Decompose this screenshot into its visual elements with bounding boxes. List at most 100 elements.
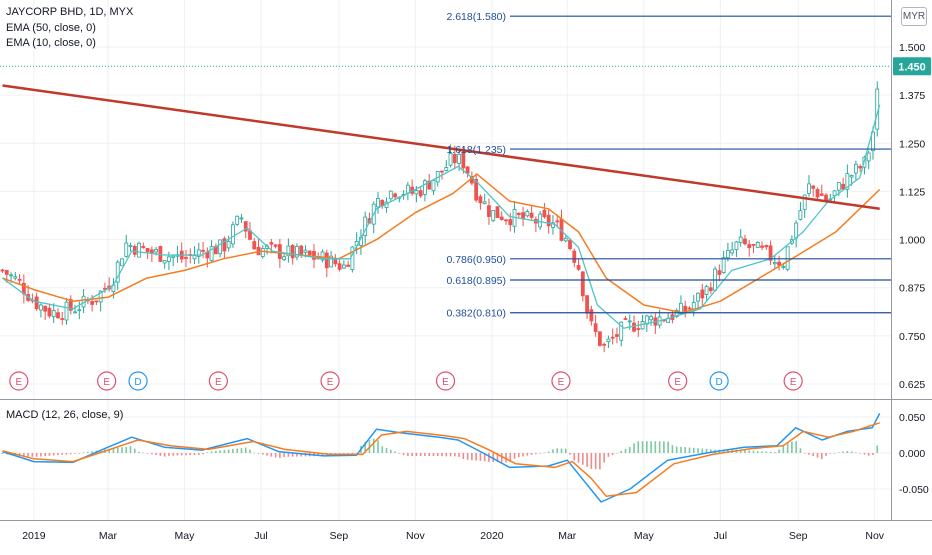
macd-histogram-bar xyxy=(539,453,541,454)
candle-body xyxy=(597,331,602,346)
event-letter: E xyxy=(327,377,334,388)
candle-body xyxy=(602,343,607,346)
candle-body xyxy=(17,278,22,281)
macd-histogram-bar xyxy=(112,448,115,453)
candle-body xyxy=(760,245,764,248)
candle-body xyxy=(141,246,146,249)
price-tick-label: 0.750 xyxy=(899,331,925,343)
macd-histogram-bar xyxy=(842,451,844,453)
macd-histogram-bar xyxy=(599,453,601,470)
macd-histogram-bar xyxy=(364,441,367,453)
candle-body xyxy=(580,271,585,297)
candle-body xyxy=(704,286,709,295)
candle-body xyxy=(282,256,287,261)
macd-histogram-bar xyxy=(432,453,435,456)
macd-histogram-bar xyxy=(560,448,563,453)
time-tick-label: Nov xyxy=(406,530,425,542)
candle-body xyxy=(68,299,73,311)
price-tick-label: 0.875 xyxy=(899,283,925,295)
macd-histogram-bar xyxy=(236,448,238,453)
candle-body xyxy=(337,263,342,270)
candle-body xyxy=(743,238,747,245)
candle-body xyxy=(77,309,82,312)
trendline xyxy=(2,84,880,211)
earnings-marker: E xyxy=(668,371,688,391)
macd-histogram-bar xyxy=(607,453,610,457)
candle-body xyxy=(768,245,773,261)
price-tick-label: 0.625 xyxy=(899,379,925,391)
candle-body xyxy=(162,260,167,264)
candle-body xyxy=(508,219,513,226)
candle-body xyxy=(286,245,291,257)
candle-body xyxy=(252,241,257,250)
candle-body xyxy=(615,334,619,337)
macd-histogram-bar xyxy=(483,453,486,462)
event-letter: E xyxy=(215,377,222,388)
candle-body xyxy=(538,213,543,228)
candle-body xyxy=(73,311,77,314)
macd-histogram-bar xyxy=(667,441,669,453)
candle-body xyxy=(295,246,299,258)
macd-histogram-bar xyxy=(223,449,226,453)
price-tick-label: 1.375 xyxy=(899,90,925,102)
macd-histogram-bar xyxy=(466,453,469,460)
macd-histogram-bar xyxy=(769,451,772,453)
candle-body xyxy=(478,196,483,204)
macd-histogram-bar xyxy=(522,453,524,457)
candle-body xyxy=(145,247,150,253)
candle-body xyxy=(4,270,9,275)
macd-histogram-bar xyxy=(317,453,320,457)
macd-histogram-bar xyxy=(253,452,256,454)
grid-layer xyxy=(0,0,891,520)
macd-histogram-bar xyxy=(765,451,768,453)
candle-body xyxy=(184,257,188,259)
candle-body xyxy=(832,190,837,197)
macd-histogram-bar xyxy=(163,453,166,457)
event-circle xyxy=(783,371,803,391)
candle-body xyxy=(504,219,508,222)
macd-histogram-bar xyxy=(159,453,162,456)
macd-histogram-bar xyxy=(658,441,661,453)
candle-body xyxy=(307,250,312,256)
candle-body xyxy=(90,301,95,305)
candle-body xyxy=(115,261,120,283)
candle-body xyxy=(465,166,470,174)
candle-body xyxy=(717,270,722,275)
candle-body xyxy=(231,224,235,245)
candle-body xyxy=(841,183,845,190)
candle-body xyxy=(708,287,713,292)
candle-body xyxy=(388,190,393,200)
macd-histogram-bar xyxy=(646,441,648,453)
current-price-badge: 1.450 xyxy=(893,57,931,76)
candle-body xyxy=(623,318,628,320)
dividend-marker: D xyxy=(128,371,148,391)
candle-body xyxy=(610,336,615,339)
candle-body xyxy=(815,189,820,198)
macd-histogram-bar xyxy=(556,448,559,453)
earnings-marker: E xyxy=(435,371,456,391)
macd-histogram-bar xyxy=(274,453,277,458)
candle-body xyxy=(755,241,760,248)
macd-histogram-bar xyxy=(185,453,187,456)
currency-button[interactable]: MYR xyxy=(901,7,927,26)
macd-histogram-bar xyxy=(402,453,405,455)
macd-histogram-bar xyxy=(518,453,520,458)
macd-histogram-bar xyxy=(240,448,243,453)
macd-histogram-bar xyxy=(219,450,221,453)
macd-histogram-bar xyxy=(261,453,264,455)
price-tick-label: 1.250 xyxy=(899,138,925,150)
candle-body xyxy=(521,212,525,220)
macd-tick-label: 0.000 xyxy=(899,448,925,460)
macd-histogram-bar xyxy=(500,453,503,463)
candle-body xyxy=(431,180,436,192)
macd-histogram-bar xyxy=(812,453,815,457)
candle-body xyxy=(376,198,380,208)
axis-layer: 1.500 1.375 1.250 1.125 1.000 0.875 0.750 0.625… xyxy=(0,0,932,542)
candle-body xyxy=(192,255,197,260)
candle-body xyxy=(47,307,52,317)
candle-body xyxy=(738,236,743,244)
candle-body xyxy=(772,262,777,265)
event-letter: E xyxy=(103,377,110,388)
